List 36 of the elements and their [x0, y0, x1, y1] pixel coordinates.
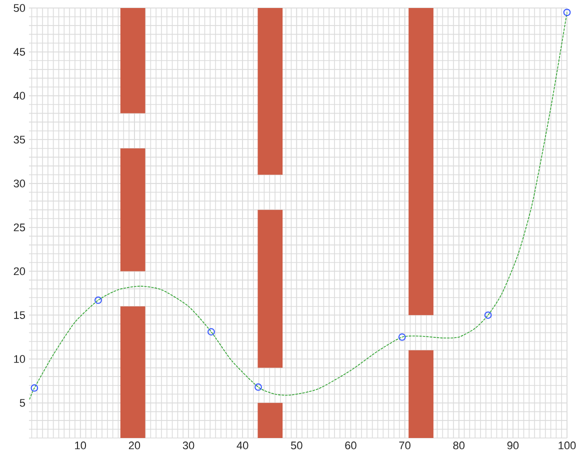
bar [120, 306, 146, 438]
line-series [29, 12, 568, 400]
y-tick-label: 20 [14, 267, 26, 276]
x-tick-label: 100 [558, 442, 576, 450]
x-tick-label: 30 [182, 442, 194, 450]
point [398, 333, 406, 341]
point [30, 384, 38, 392]
y-tick-label: 35 [14, 136, 26, 144]
bar [258, 210, 283, 368]
x-tick-label: 90 [507, 442, 519, 450]
bar [258, 402, 283, 438]
y-tick-label: 45 [14, 48, 26, 56]
bar [120, 8, 146, 114]
point [563, 8, 571, 16]
bar [258, 8, 283, 175]
x-tick-label: 20 [128, 442, 140, 450]
y-tick-label: 50 [14, 4, 26, 12]
bar [408, 8, 434, 316]
point [208, 328, 215, 336]
x-tick-label: 70 [399, 442, 410, 450]
bar [408, 350, 434, 438]
point [254, 383, 262, 391]
y-tick-label: 40 [14, 92, 26, 100]
y-tick-label: 25 [14, 224, 26, 232]
y-tick-label: 5 [20, 399, 26, 407]
x-tick-label: 40 [236, 442, 248, 450]
point [484, 311, 492, 319]
x-tick-label: 50 [290, 442, 302, 450]
y-tick-label: 15 [14, 311, 26, 319]
point [94, 296, 102, 304]
x-tick-label: 60 [345, 442, 356, 450]
x-tick-label: 10 [75, 442, 86, 450]
bar [120, 148, 146, 272]
y-tick-label: 30 [14, 180, 26, 188]
y-tick-label: 10 [14, 355, 26, 363]
x-tick-label: 80 [453, 442, 465, 450]
